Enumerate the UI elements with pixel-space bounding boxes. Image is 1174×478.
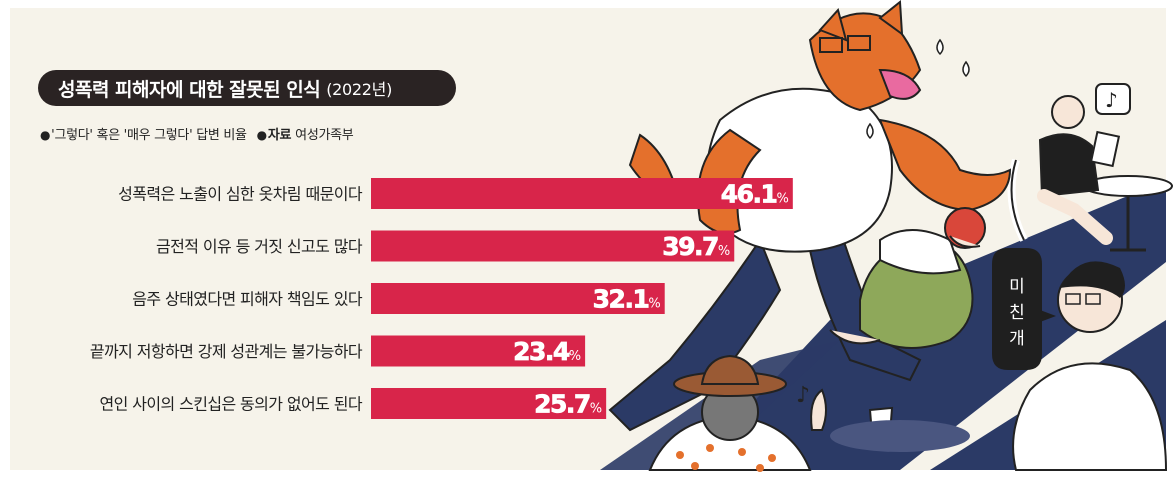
- value-label: 25.7%: [534, 390, 602, 419]
- bar: [371, 283, 665, 314]
- bar: [371, 388, 607, 419]
- value-label-unit: %: [569, 349, 581, 364]
- speech-bubble-char-2: 친: [1009, 303, 1025, 323]
- source-text: 여성가족부: [295, 128, 354, 143]
- bar: [371, 230, 735, 262]
- legend-note: '그렇다' 혹은 '매우 그렇다' 답변 비율: [51, 128, 247, 143]
- music-note-glyph: ♪: [1105, 88, 1118, 112]
- source-label: 자료: [267, 128, 292, 143]
- value-label-number: 46.1: [721, 180, 777, 209]
- value-label: 23.4%: [513, 337, 581, 366]
- legend: ●'그렇다' 혹은 '매우 그렇다' 답변 비율 ●자료 여성가족부: [40, 124, 354, 143]
- value-label-unit: %: [590, 402, 602, 417]
- value-label-unit: %: [718, 244, 730, 259]
- source-bullet: ●: [256, 128, 267, 142]
- table-illustration: [830, 420, 970, 452]
- wolf-illustration: [608, 0, 1012, 432]
- legend-bullet: ●: [40, 128, 51, 142]
- man-in-cafe-illustration: [1037, 95, 1121, 245]
- category-label: 연인 사이의 스킨십은 동의가 없어도 된다: [100, 395, 363, 414]
- category-label: 끝까지 저항하면 강제 성관계는 불가능하다: [90, 342, 363, 361]
- speech-bubble-char-3: 개: [1009, 329, 1025, 349]
- speech-bubble-char-1: 미: [1009, 277, 1025, 297]
- chart-title: 성폭력 피해자에 대한 잘못된 인식 (2022년): [38, 70, 456, 106]
- bar: [371, 178, 793, 209]
- value-label-unit: %: [648, 297, 660, 312]
- category-label: 금전적 이유 등 거짓 신고도 많다: [156, 237, 363, 256]
- crouching-woman-illustration: [829, 207, 986, 349]
- value-label-number: 23.4: [513, 337, 570, 366]
- music-note-icon: ♪: [1095, 83, 1131, 115]
- value-label: 46.1%: [721, 180, 789, 209]
- music-note-glyph-2: ♪: [796, 383, 810, 408]
- value-label: 39.7%: [662, 232, 730, 261]
- category-label: 성폭력은 노출이 심한 옷차림 때문이다: [118, 185, 363, 204]
- man-with-glasses-illustration: [1012, 261, 1168, 471]
- bar: [371, 335, 586, 367]
- chart-title-text: 성폭력 피해자에 대한 잘못된 인식: [58, 78, 321, 101]
- category-label: 음주 상태였다면 피해자 책임도 있다: [132, 290, 363, 309]
- value-label-unit: %: [776, 192, 788, 207]
- value-label-number: 32.1: [593, 285, 649, 314]
- value-label-number: 25.7: [534, 390, 590, 419]
- chart-title-year: (2022년): [326, 80, 393, 99]
- cafe-table-illustration: [1007, 158, 1173, 252]
- value-label-number: 39.7: [662, 232, 718, 261]
- speech-bubble-icon: 미 친 개: [992, 248, 1056, 370]
- man-with-hat-illustration: ♪: [648, 354, 894, 472]
- value-label: 32.1%: [593, 285, 661, 314]
